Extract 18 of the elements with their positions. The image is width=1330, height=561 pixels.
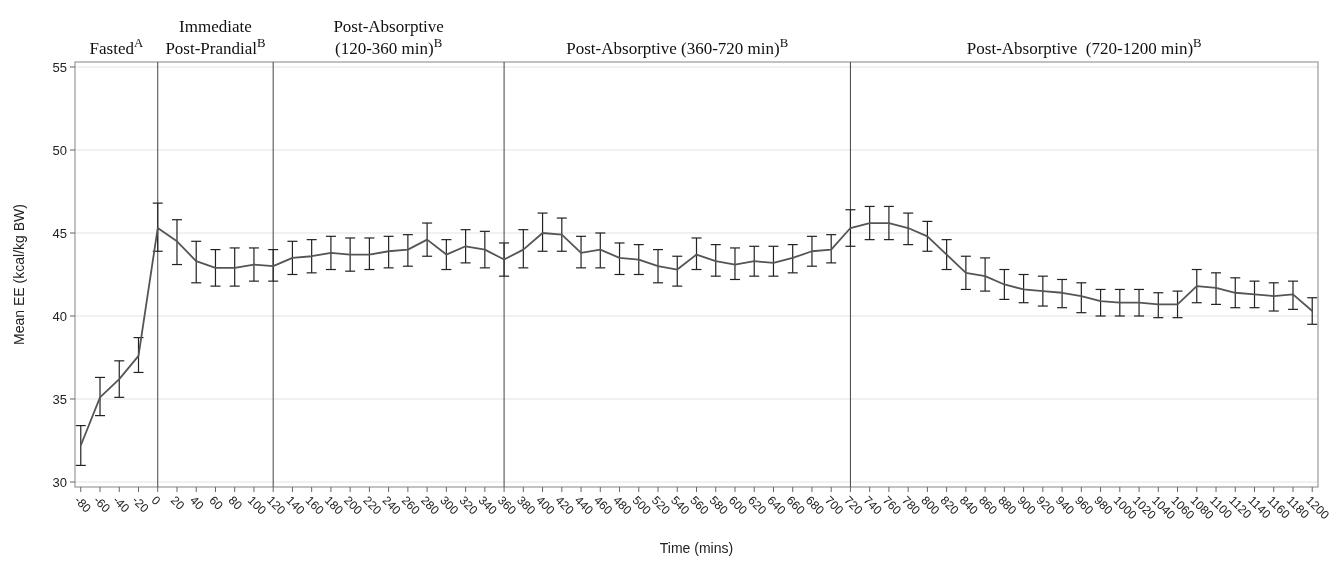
y-axis-title: Mean EE (kcal/kg BW) [11, 204, 27, 345]
text: Post-Absorptive (120-360 min)$^{B}$ [333, 17, 444, 58]
y-tick-label: 55 [52, 59, 67, 75]
text: Post-Absorptive (720-1200 min)$^{B}$ [966, 36, 1202, 58]
x-axis-title: Time (mins) [659, 540, 734, 556]
x-tick-label: 20 [167, 493, 188, 513]
x-tick-label: 60 [206, 493, 226, 513]
line-series [79, 222, 1314, 447]
y-tick-label: 40 [52, 308, 67, 324]
text: Post-Absorptive (360-720 min)$^{B}$ [566, 36, 789, 58]
y-tick-label: 45 [52, 225, 67, 241]
y-tick-label: 30 [52, 474, 67, 490]
y-tick-label: 50 [52, 142, 67, 158]
x-tick-label: 40 [187, 493, 207, 513]
text: Fasted$^{A}$ [89, 36, 144, 58]
y-tick-label: 35 [52, 391, 67, 407]
text: Immediate Post-Prandial$^{B}$ [165, 17, 266, 58]
x-tick-label: 80 [225, 493, 246, 513]
